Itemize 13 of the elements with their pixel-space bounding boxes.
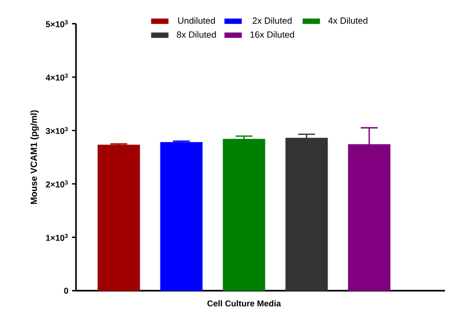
legend-label: 16x Diluted [250, 31, 294, 38]
x-tick-label: Cell Culture Media [207, 300, 281, 306]
y-tick-label: 3×10$^{3}$ [46, 126, 68, 134]
y-tick-label: 0 [64, 288, 68, 294]
legend-label: 4x Diluted [328, 17, 368, 24]
legend-label: 2x Diluted [252, 17, 292, 24]
y-tick-label: 4×10$^{3}$ [46, 74, 68, 81]
legend-label: 8x Diluted [176, 31, 216, 38]
y-tick-label: 5×10$^{3}$ [46, 20, 68, 28]
legend-label: Undiluted [178, 17, 215, 24]
y-axis-title: Mouse VCAM1 (pg/ml) [30, 110, 39, 204]
y-tick-label: 1×10$^{3}$ [46, 234, 68, 241]
y-tick-label: 2×10$^{3}$ [46, 180, 68, 188]
